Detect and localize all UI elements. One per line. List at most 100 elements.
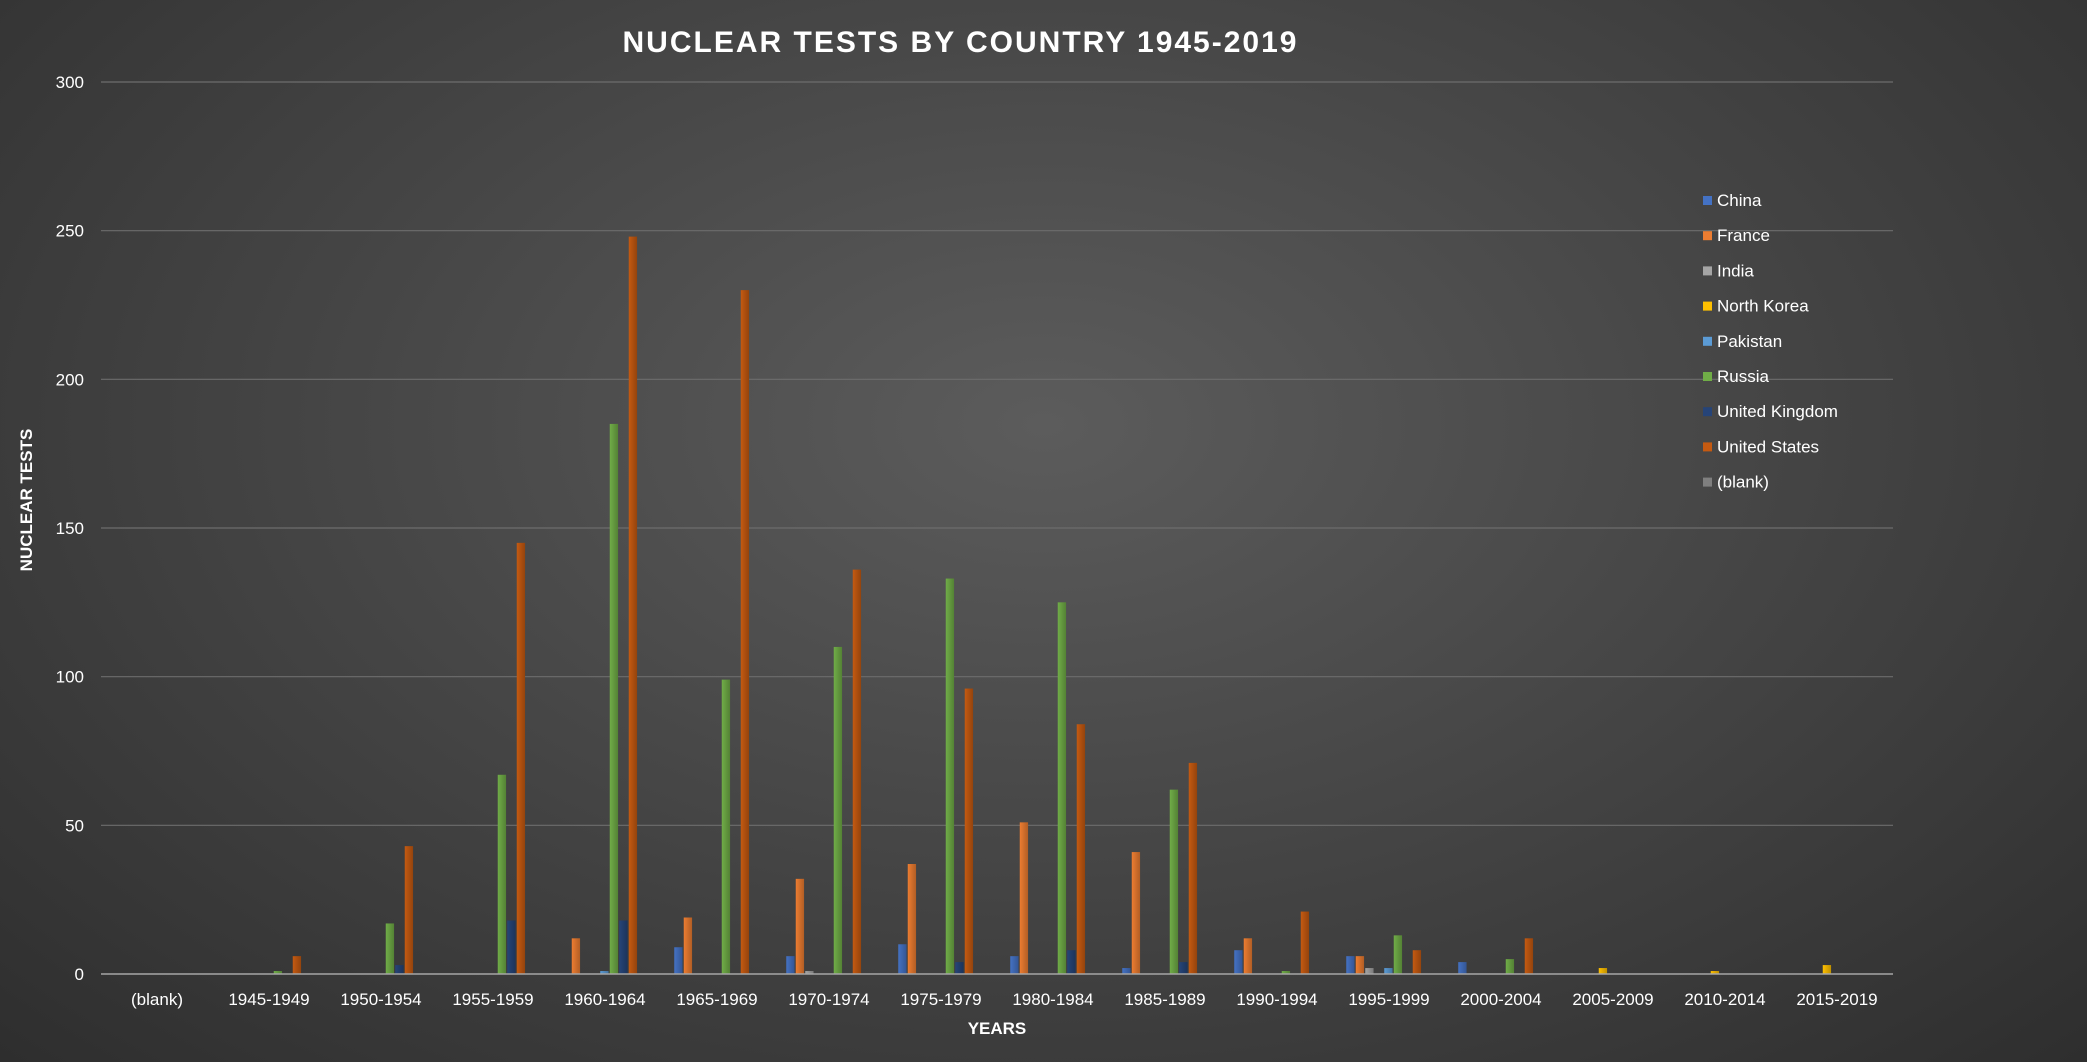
bar-shade [1067,950,1076,974]
bar-shade [1122,968,1131,974]
y-tick-label: 150 [56,519,84,538]
x-tick-label: 1955-1959 [452,990,533,1009]
y-tick-label: 0 [75,965,84,984]
legend-entry: United Kingdom [1717,402,1838,421]
bar-shade [805,971,814,974]
axes: 0 50 100 150 200 250 300 (blank) 1945-1949 1950-1… [56,73,1893,1009]
x-tick-label: 2000-2004 [1460,990,1541,1009]
bar-shade [516,542,526,974]
bar-shade [385,923,395,974]
bar-shade [1281,971,1291,974]
gridlines [101,81,1893,826]
bar-shade [600,971,609,974]
x-tick-label: 1995-1999 [1348,990,1429,1009]
chart-title: NUCLEAR TESTS BY COUNTRY 1945-2019 [622,26,1299,59]
legend-entry: United States [1717,437,1819,456]
legend-swatch [1703,372,1712,381]
y-axis-title: NUCLEAR TESTS [17,429,36,572]
bar-shade [1505,959,1515,974]
bar-shade [1076,724,1086,974]
legend-entry: North Korea [1717,297,1809,316]
bars: China (blank): 0France (blank): 0India (… [273,236,1832,975]
bar-shade [1458,962,1467,974]
x-tick-label: 1975-1979 [900,990,981,1009]
bar-shade [1365,968,1374,974]
bar-shade [1234,950,1243,974]
legend: China France India North Korea Pakistan Russi… [1703,191,1838,492]
bar-shade [1010,956,1019,974]
bar-shade [1131,852,1141,974]
bar-shade [721,679,731,974]
y-tick-label: 100 [56,668,84,687]
bar-shade [619,920,628,974]
bar-shade [683,917,693,974]
x-tick-label: 1945-1949 [228,990,309,1009]
legend-swatch [1703,442,1712,452]
bar-shade [1300,911,1310,974]
y-tick-label: 200 [56,370,84,389]
bar-shade [1169,789,1179,974]
x-tick-label: 1965-1969 [676,990,757,1009]
legend-entry: Pakistan [1717,332,1782,351]
legend-entry: France [1717,226,1770,245]
bar-shade [955,962,964,974]
x-tick-label: 1950-1954 [340,990,421,1009]
bar-shade [1019,822,1029,974]
bar-shade [833,646,843,974]
legend-swatch [1703,407,1712,417]
bar-shade [1188,762,1198,974]
bar-shade [628,236,638,975]
bar-shade [1822,965,1832,974]
x-tick-label: 1960-1964 [564,990,645,1009]
legend-swatch [1703,477,1712,487]
x-tick-label: 1980-1984 [1012,990,1093,1009]
bar-shade [907,863,917,974]
x-tick-label: 2015-2019 [1796,990,1877,1009]
x-tick-label: 2005-2009 [1572,990,1653,1009]
x-axis-title: YEARS [968,1019,1027,1038]
legend-swatch [1703,301,1712,311]
bar-shade [609,423,619,974]
bar-shade [571,938,581,974]
bar-shade [1384,968,1393,974]
bar-shade [1243,938,1253,974]
bar-shade [945,578,955,974]
legend-entry: India [1717,261,1754,280]
legend-entry: Russia [1717,367,1770,386]
bar-shade [852,569,862,974]
legend-entry: (blank) [1717,473,1769,492]
legend-entry: China [1717,191,1762,210]
bar-shade [507,920,516,974]
bar-shade [1057,602,1067,974]
legend-swatch [1703,231,1712,241]
bar-shade [740,290,750,974]
bar-shade [1598,968,1608,974]
bar-shade [964,688,974,974]
bar-shade [1355,956,1365,974]
bar-shade [786,956,795,974]
bar-shade [1346,956,1355,974]
bar-shade [1393,935,1403,974]
bar-shade [1412,950,1422,974]
bar-shade [404,846,414,974]
bar-shade [497,774,507,974]
bar-shade [273,971,283,974]
legend-swatch [1703,266,1712,276]
legend-swatch [1703,196,1712,205]
x-tick-label: 1990-1994 [1236,990,1317,1009]
bar-shade [674,947,683,974]
bar-shade [1179,962,1188,974]
x-tick-label: 1985-1989 [1124,990,1205,1009]
x-tick-label: 2010-2014 [1684,990,1765,1009]
y-tick-label: 250 [56,222,84,241]
bar-shade [795,878,805,974]
legend-swatch [1703,336,1712,346]
bar-shade [292,956,302,974]
x-tick-label: 1970-1974 [788,990,869,1009]
x-tick-label: (blank) [131,990,183,1009]
bar-shade [1524,938,1534,974]
y-tick-label: 300 [56,73,84,92]
bar-shade [1710,971,1720,974]
y-tick-label: 50 [65,816,84,835]
